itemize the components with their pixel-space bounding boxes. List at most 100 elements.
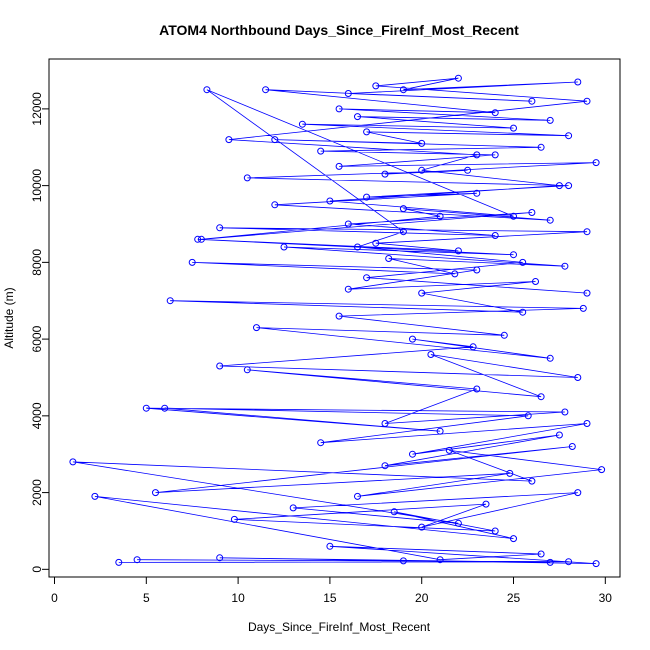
data-point (381, 170, 389, 178)
chart-title: ATOM4 Northbound Days_Since_FireInf_Most… (159, 22, 519, 38)
data-point (142, 404, 150, 412)
data-point (565, 558, 573, 566)
data-point (528, 97, 536, 105)
data-point (555, 431, 563, 439)
data-point (363, 193, 371, 201)
y-tick-label: 8000 (30, 249, 44, 276)
data-point (574, 78, 582, 86)
data-point (537, 550, 545, 558)
data-point (399, 228, 407, 236)
x-tick-label: 25 (507, 591, 521, 605)
data-point (568, 443, 576, 450)
y-tick-label: 12000 (30, 92, 44, 126)
data-point (262, 86, 270, 94)
data-point (454, 519, 462, 527)
x-tick-label: 15 (323, 591, 337, 605)
data-point (335, 312, 343, 320)
data-point (363, 274, 371, 282)
data-point (230, 515, 238, 523)
data-point (69, 458, 77, 466)
data-point (454, 74, 462, 82)
data-point (344, 220, 352, 228)
x-tick-label: 0 (51, 591, 58, 605)
data-point (372, 82, 380, 90)
data-point (253, 324, 260, 332)
data-point (225, 136, 233, 144)
data-point (532, 278, 539, 285)
data-point (546, 558, 554, 566)
data-point (491, 151, 499, 159)
data-point (473, 385, 481, 393)
data-point (561, 408, 569, 416)
data-point (418, 523, 426, 531)
data-point (418, 166, 426, 174)
data-point (583, 97, 591, 105)
data-point (385, 255, 393, 262)
data-point (451, 270, 459, 278)
data-point (436, 556, 444, 564)
y-tick-label: 6000 (30, 325, 44, 352)
data-point (583, 228, 591, 236)
data-point (354, 113, 361, 121)
data-point (491, 232, 499, 239)
data-point (409, 450, 416, 458)
data-point (436, 212, 444, 220)
data-point (482, 500, 490, 508)
data-point (363, 128, 371, 136)
data-point (354, 243, 361, 251)
data-point (464, 166, 472, 174)
data-point (188, 258, 196, 266)
data-point (506, 469, 514, 477)
data-point (537, 393, 545, 401)
data-point (418, 289, 426, 297)
data-point (166, 297, 174, 305)
data-point (500, 331, 508, 339)
data-point (216, 362, 224, 370)
x-tick-label: 5 (143, 591, 150, 605)
data-point (91, 492, 99, 500)
data-point (546, 116, 554, 124)
data-point (565, 182, 573, 190)
data-point (203, 86, 211, 94)
data-point (473, 266, 481, 274)
data-point (528, 209, 536, 216)
data-point (280, 243, 288, 251)
data-point (427, 351, 435, 358)
data-point (491, 109, 499, 117)
data-point (197, 235, 205, 243)
y-axis: 0 2000 4000 6000 8000 10000 12000 (30, 92, 50, 573)
data-point (216, 224, 224, 232)
data-point (510, 251, 517, 259)
data-point (574, 489, 582, 497)
data-point (152, 489, 159, 497)
data-point (271, 136, 279, 144)
data-point (381, 462, 389, 470)
data-point (399, 86, 407, 94)
data-point (546, 354, 554, 362)
data-layer (69, 74, 606, 568)
data-point (574, 374, 582, 381)
data-point (598, 466, 606, 474)
data-point (592, 159, 600, 167)
data-point (399, 557, 407, 565)
y-tick-label: 2000 (30, 479, 44, 506)
data-point (469, 343, 477, 351)
data-point (335, 162, 343, 170)
data-point (344, 285, 352, 293)
series-line (72, 77, 602, 564)
data-point (390, 508, 398, 516)
data-point (381, 420, 389, 427)
data-point (473, 151, 481, 159)
data-point (115, 558, 123, 566)
y-tick-label: 0 (30, 566, 44, 573)
data-point (335, 105, 343, 113)
x-tick-label: 10 (231, 591, 245, 605)
x-axis: 0 5 10 15 20 25 30 (51, 576, 612, 605)
data-point (399, 205, 407, 213)
data-point (298, 120, 306, 128)
data-point (579, 304, 587, 312)
data-point (161, 404, 169, 412)
data-point (473, 189, 481, 197)
